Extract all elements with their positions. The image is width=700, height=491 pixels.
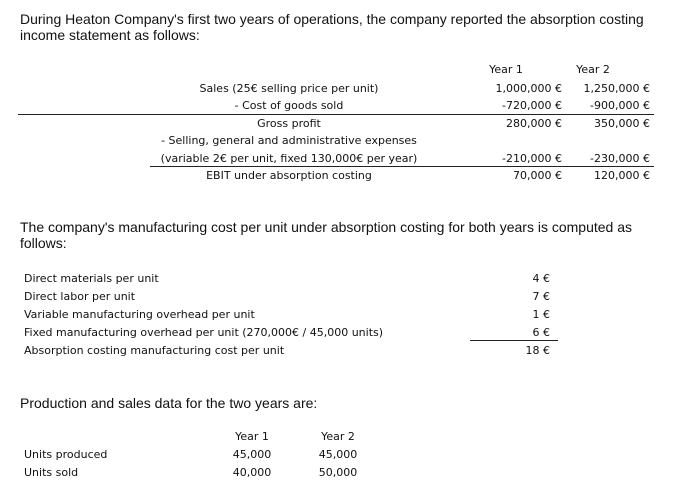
mfg-row-label: Absorption costing manufacturing cost pe… (24, 344, 285, 357)
mfg-row-value: 4 € (532, 272, 551, 285)
intro-line-1: During Heaton Company's first two years … (20, 11, 644, 27)
production-header-year-1: Year 1 (235, 430, 269, 443)
production-row-year-2: 45,000 (318, 448, 358, 461)
mfg-row-value: 1 € (532, 308, 551, 321)
mfg-total-line (470, 340, 558, 341)
income-row-year-2: -900,000 € (590, 99, 650, 112)
income-row-year-1: -720,000 € (502, 99, 562, 112)
income-row-label: - Selling, general and administrative ex… (161, 134, 417, 147)
income-row-label: Sales (25€ selling price per unit) (199, 82, 379, 95)
income-row-label: (variable 2€ per unit, fixed 130,000€ pe… (160, 152, 418, 165)
mfg-intro-line-2: follows: (20, 235, 67, 251)
income-row-label: - Cost of goods sold (234, 99, 344, 112)
intro-line-2: income statement as follows: (20, 27, 200, 43)
income-row-year-1: 1,000,000 € (495, 82, 562, 95)
income-divider-line (150, 166, 654, 167)
income-row-year-2: 350,000 € (594, 117, 650, 130)
production-row-year-1: 45,000 (232, 448, 272, 461)
mfg-row-label: Direct materials per unit (24, 272, 159, 285)
income-header-year-2: Year 2 (576, 63, 610, 76)
mfg-row-value: 7 € (532, 290, 551, 303)
income-row-year-1: -210,000 € (502, 152, 562, 165)
production-row-year-2: 50,000 (318, 466, 358, 479)
production-intro: Production and sales data for the two ye… (20, 395, 318, 411)
income-row-year-2: 1,250,000 € (583, 82, 650, 95)
income-row-year-2: -230,000 € (590, 152, 650, 165)
income-row-year-2: 120,000 € (594, 169, 650, 182)
production-header-year-2: Year 2 (321, 430, 355, 443)
income-row-year-1: 280,000 € (506, 117, 562, 130)
mfg-intro-line-1: The company's manufacturing cost per uni… (20, 219, 633, 235)
production-row-label: Units produced (24, 448, 108, 461)
income-header-year-1: Year 1 (489, 63, 523, 76)
income-divider-line (18, 114, 654, 115)
income-row-year-1: 70,000 € (513, 169, 562, 182)
mfg-row-value: 6 € (532, 326, 551, 339)
mfg-row-label: Fixed manufacturing overhead per unit (2… (24, 326, 384, 339)
income-row-label: Gross profit (257, 117, 321, 130)
mfg-row-label: Direct labor per unit (24, 290, 136, 303)
income-row-label: EBIT under absorption costing (206, 169, 372, 182)
production-row-label: Units sold (24, 466, 79, 479)
production-row-year-1: 40,000 (232, 466, 272, 479)
mfg-row-label: Variable manufacturing overhead per unit (24, 308, 255, 321)
mfg-row-value: 18 € (525, 344, 551, 357)
